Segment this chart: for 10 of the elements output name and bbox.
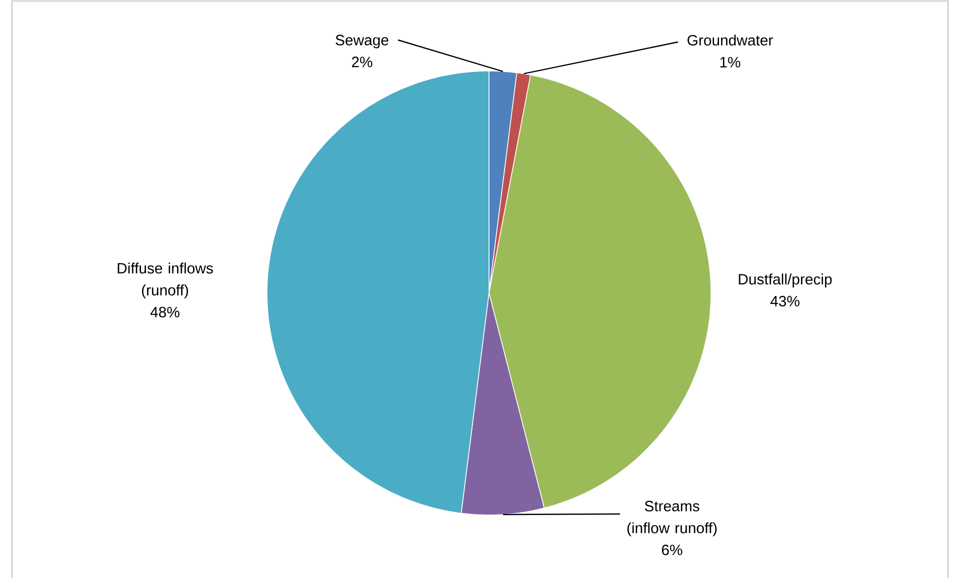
slice-label: Sewage: [336, 34, 388, 48]
slice-label: Diffuse inflows (runoff): [118, 262, 213, 298]
data-label: 2%: [352, 56, 372, 68]
slice-label: Dustfall/precip: [738, 274, 832, 288]
data-label: 6%: [662, 544, 682, 556]
data-label: 1%: [720, 56, 740, 68]
slice-label: Streams (inflow runoff): [627, 500, 717, 536]
slice-label: Groundwater: [688, 34, 773, 46]
data-label: 43%: [770, 296, 800, 306]
data-label: 48%: [150, 306, 180, 318]
